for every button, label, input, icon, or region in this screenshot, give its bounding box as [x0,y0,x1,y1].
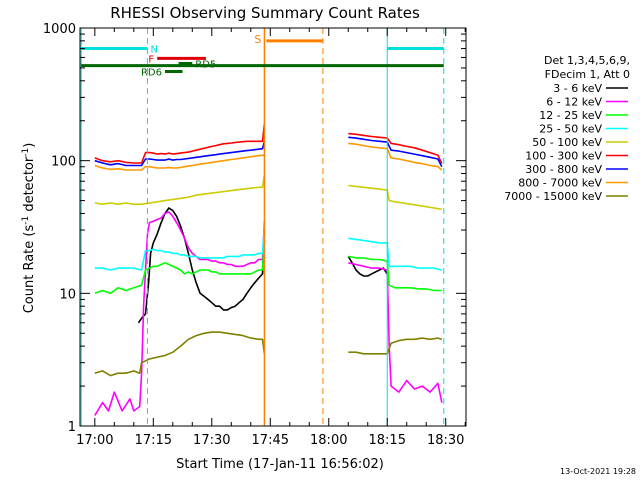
x-tick-label: 18:00 [310,433,347,448]
x-tick-label: 18:30 [427,433,464,448]
chart-title: RHESSI Observing Summary Count Rates [110,4,420,22]
legend-entry-label: 50 - 100 keV [532,136,602,149]
series-line [94,331,443,377]
overlay-label: RD6 [141,68,162,79]
series-line [94,226,442,271]
series-line [94,142,443,171]
legend-header-line: Det 1,3,4,5,6,9, [544,54,630,67]
x-tick-label: 17:30 [193,433,230,448]
legend-entry-label: 7000 - 15000 keV [504,190,602,203]
legend-entry-label: 25 - 50 keV [539,123,602,136]
legend-entry-label: 100 - 300 keV [525,150,602,163]
saa-label: S [254,33,261,46]
series-line [94,123,443,164]
series-line [137,207,388,324]
legend-entry-label: 6 - 12 keV [546,96,602,109]
overlay-label: N [150,45,157,56]
x-tick-label: 17:45 [252,433,289,448]
y-tick-label: 10 [59,287,76,302]
legend: Det 1,3,4,5,6,9,FDecim 1, Att 03 - 6 keV… [504,54,630,203]
series-line [94,211,443,416]
footer-date: 13-Oct-2021 19:28 [560,467,636,476]
legend-entry-label: 800 - 7000 keV [518,177,602,190]
y-tick-label: 1000 [43,22,76,37]
legend-entry-label: 3 - 6 keV [553,82,602,95]
overlay-label: F [148,54,154,65]
x-axis-label: Start Time (17-Jan-11 16:56:02) [176,457,384,472]
plot-frame [79,27,467,427]
y-tick-label: 1 [68,420,76,435]
x-tick-label: 18:15 [369,433,406,448]
series-line [94,174,442,211]
y-axis-label: Count Rate (s-1 detector-1) [21,143,37,314]
series-line [94,233,442,295]
series-line [94,136,443,168]
legend-header-line: FDecim 1, Att 0 [545,68,630,81]
y-tick-label: 100 [51,155,76,170]
legend-entry-label: 12 - 25 keV [539,109,602,122]
legend-entry-label: 300 - 800 keV [525,163,602,176]
x-tick-label: 17:15 [135,433,172,448]
x-tick-label: 17:00 [76,433,113,448]
